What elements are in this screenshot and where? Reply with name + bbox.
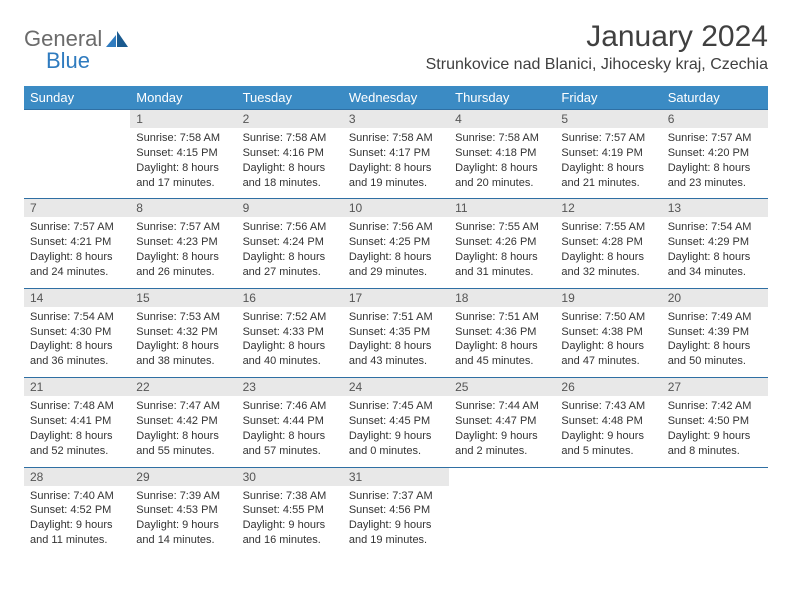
day-cell: Sunrise: 7:58 AMSunset: 4:17 PMDaylight:… (343, 128, 449, 199)
day-content-row: Sunrise: 7:58 AMSunset: 4:15 PMDaylight:… (24, 128, 768, 199)
day-number-row: 21222324252627 (24, 378, 768, 397)
day-number: 5 (555, 110, 661, 129)
day-number: 1 (130, 110, 236, 129)
day-cell: Sunrise: 7:56 AMSunset: 4:24 PMDaylight:… (237, 217, 343, 288)
day-number: 3 (343, 110, 449, 129)
day-cell (555, 486, 661, 556)
day-cell: Sunrise: 7:57 AMSunset: 4:20 PMDaylight:… (662, 128, 768, 199)
day-cell: Sunrise: 7:38 AMSunset: 4:55 PMDaylight:… (237, 486, 343, 556)
day-number: 14 (24, 288, 130, 307)
day-number-row: 28293031 (24, 467, 768, 486)
day-number: 23 (237, 378, 343, 397)
day-number (662, 467, 768, 486)
day-cell: Sunrise: 7:58 AMSunset: 4:15 PMDaylight:… (130, 128, 236, 199)
day-cell: Sunrise: 7:57 AMSunset: 4:19 PMDaylight:… (555, 128, 661, 199)
header: General January 2024 Strunkovice nad Bla… (24, 20, 768, 74)
day-header: Sunday (24, 86, 130, 110)
day-header: Tuesday (237, 86, 343, 110)
day-content-row: Sunrise: 7:40 AMSunset: 4:52 PMDaylight:… (24, 486, 768, 556)
day-number: 16 (237, 288, 343, 307)
day-cell: Sunrise: 7:54 AMSunset: 4:29 PMDaylight:… (662, 217, 768, 288)
day-cell: Sunrise: 7:58 AMSunset: 4:16 PMDaylight:… (237, 128, 343, 199)
day-number: 8 (130, 199, 236, 218)
day-cell (662, 486, 768, 556)
day-number: 22 (130, 378, 236, 397)
day-number: 28 (24, 467, 130, 486)
logo-word-2: Blue (46, 48, 90, 74)
day-number-row: 78910111213 (24, 199, 768, 218)
day-cell: Sunrise: 7:44 AMSunset: 4:47 PMDaylight:… (449, 396, 555, 467)
day-cell: Sunrise: 7:43 AMSunset: 4:48 PMDaylight:… (555, 396, 661, 467)
day-cell (449, 486, 555, 556)
day-cell: Sunrise: 7:57 AMSunset: 4:23 PMDaylight:… (130, 217, 236, 288)
day-number-row: 123456 (24, 110, 768, 129)
day-header: Wednesday (343, 86, 449, 110)
day-number: 27 (662, 378, 768, 397)
day-number: 19 (555, 288, 661, 307)
day-number: 31 (343, 467, 449, 486)
day-cell: Sunrise: 7:53 AMSunset: 4:32 PMDaylight:… (130, 307, 236, 378)
day-number: 7 (24, 199, 130, 218)
day-number: 11 (449, 199, 555, 218)
day-number: 18 (449, 288, 555, 307)
day-cell: Sunrise: 7:39 AMSunset: 4:53 PMDaylight:… (130, 486, 236, 556)
day-cell: Sunrise: 7:57 AMSunset: 4:21 PMDaylight:… (24, 217, 130, 288)
day-number: 29 (130, 467, 236, 486)
title-block: January 2024 Strunkovice nad Blanici, Ji… (426, 20, 768, 74)
day-number: 26 (555, 378, 661, 397)
day-cell: Sunrise: 7:54 AMSunset: 4:30 PMDaylight:… (24, 307, 130, 378)
day-number: 13 (662, 199, 768, 218)
location: Strunkovice nad Blanici, Jihocesky kraj,… (426, 56, 768, 74)
day-number: 25 (449, 378, 555, 397)
day-number: 17 (343, 288, 449, 307)
day-cell: Sunrise: 7:51 AMSunset: 4:35 PMDaylight:… (343, 307, 449, 378)
day-number: 15 (130, 288, 236, 307)
day-cell: Sunrise: 7:45 AMSunset: 4:45 PMDaylight:… (343, 396, 449, 467)
day-cell: Sunrise: 7:58 AMSunset: 4:18 PMDaylight:… (449, 128, 555, 199)
month-title: January 2024 (426, 20, 768, 54)
day-number (24, 110, 130, 129)
day-cell: Sunrise: 7:47 AMSunset: 4:42 PMDaylight:… (130, 396, 236, 467)
day-header: Friday (555, 86, 661, 110)
day-header: Saturday (662, 86, 768, 110)
day-number: 21 (24, 378, 130, 397)
day-cell: Sunrise: 7:55 AMSunset: 4:26 PMDaylight:… (449, 217, 555, 288)
calendar-table: Sunday Monday Tuesday Wednesday Thursday… (24, 86, 768, 556)
day-cell: Sunrise: 7:56 AMSunset: 4:25 PMDaylight:… (343, 217, 449, 288)
day-cell: Sunrise: 7:40 AMSunset: 4:52 PMDaylight:… (24, 486, 130, 556)
day-number: 4 (449, 110, 555, 129)
day-cell: Sunrise: 7:52 AMSunset: 4:33 PMDaylight:… (237, 307, 343, 378)
day-header: Thursday (449, 86, 555, 110)
logo-sail-icon (106, 31, 128, 47)
day-number (555, 467, 661, 486)
day-number-row: 14151617181920 (24, 288, 768, 307)
day-number: 24 (343, 378, 449, 397)
day-cell: Sunrise: 7:37 AMSunset: 4:56 PMDaylight:… (343, 486, 449, 556)
day-cell: Sunrise: 7:48 AMSunset: 4:41 PMDaylight:… (24, 396, 130, 467)
day-cell: Sunrise: 7:50 AMSunset: 4:38 PMDaylight:… (555, 307, 661, 378)
day-number (449, 467, 555, 486)
day-number: 20 (662, 288, 768, 307)
day-content-row: Sunrise: 7:57 AMSunset: 4:21 PMDaylight:… (24, 217, 768, 288)
day-header: Monday (130, 86, 236, 110)
day-number: 10 (343, 199, 449, 218)
day-number: 12 (555, 199, 661, 218)
day-content-row: Sunrise: 7:48 AMSunset: 4:41 PMDaylight:… (24, 396, 768, 467)
day-cell: Sunrise: 7:46 AMSunset: 4:44 PMDaylight:… (237, 396, 343, 467)
day-number: 30 (237, 467, 343, 486)
day-content-row: Sunrise: 7:54 AMSunset: 4:30 PMDaylight:… (24, 307, 768, 378)
day-cell: Sunrise: 7:42 AMSunset: 4:50 PMDaylight:… (662, 396, 768, 467)
day-cell: Sunrise: 7:49 AMSunset: 4:39 PMDaylight:… (662, 307, 768, 378)
day-number: 6 (662, 110, 768, 129)
day-number: 2 (237, 110, 343, 129)
day-header-row: Sunday Monday Tuesday Wednesday Thursday… (24, 86, 768, 110)
day-cell: Sunrise: 7:55 AMSunset: 4:28 PMDaylight:… (555, 217, 661, 288)
day-cell (24, 128, 130, 199)
day-number: 9 (237, 199, 343, 218)
day-cell: Sunrise: 7:51 AMSunset: 4:36 PMDaylight:… (449, 307, 555, 378)
